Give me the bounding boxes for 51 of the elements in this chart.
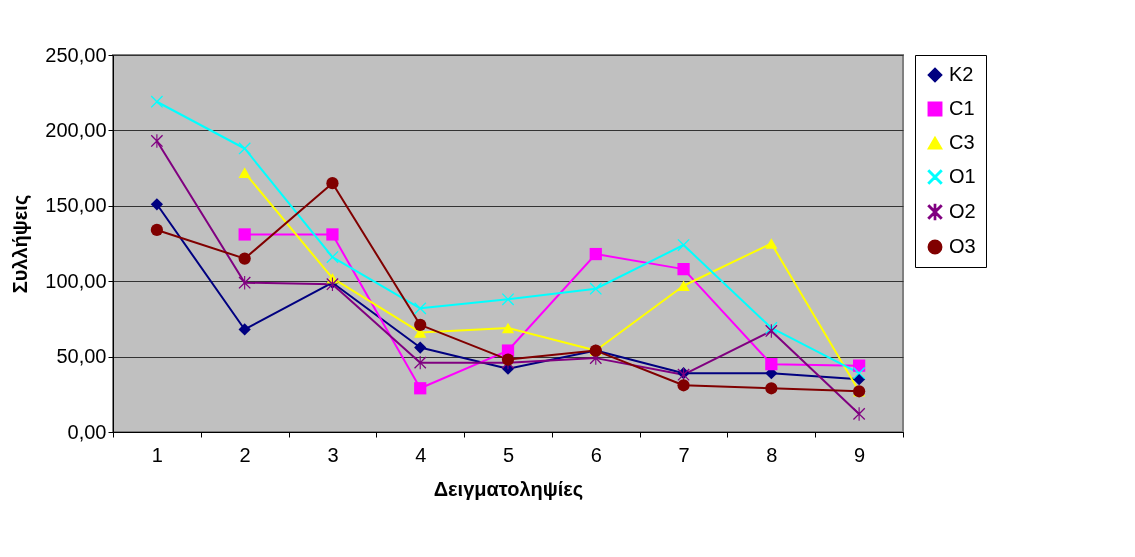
- point: [852, 367, 866, 380]
- point: [501, 322, 515, 334]
- x-tick-label: 9: [854, 443, 866, 466]
- point: [238, 142, 251, 155]
- y-tick-label: 100,00: [45, 269, 107, 292]
- point: [765, 358, 778, 371]
- point: [150, 198, 164, 211]
- legend-label: C3: [949, 131, 975, 153]
- y-tick-label: 200,00: [45, 118, 107, 141]
- point: [589, 247, 602, 261]
- point: [677, 238, 690, 252]
- legend-label: C1: [949, 97, 975, 119]
- point: [677, 263, 690, 276]
- x-tick-label: 7: [678, 443, 690, 466]
- point: [501, 293, 515, 306]
- point: [414, 355, 427, 370]
- point: [414, 341, 427, 354]
- point: [238, 167, 251, 178]
- point: [677, 379, 690, 392]
- legend-label: O3: [949, 235, 976, 257]
- legend-label: O2: [949, 200, 976, 222]
- x-tick-label: 8: [766, 443, 778, 466]
- point: [677, 280, 690, 292]
- point: [238, 252, 251, 265]
- x-axis-title: Δειγματοληψίες: [433, 477, 584, 500]
- x-tick-label: 6: [590, 443, 602, 466]
- legend-label: O1: [949, 165, 976, 187]
- y-tick-label: 0,00: [67, 420, 107, 443]
- x-tick-label: 1: [151, 443, 163, 466]
- point: [326, 177, 339, 190]
- x-tick-label: 2: [239, 443, 251, 466]
- point: [765, 382, 778, 395]
- point: [414, 302, 427, 315]
- point: [150, 95, 164, 108]
- point: [238, 228, 251, 241]
- point: [414, 382, 427, 395]
- y-tick-label: 250,00: [45, 43, 107, 66]
- y-tick-label: 150,00: [45, 194, 107, 217]
- point: [414, 318, 427, 332]
- point: [238, 323, 251, 336]
- point: [326, 250, 339, 264]
- x-tick-label: 4: [415, 443, 427, 466]
- y-tick-label: 50,00: [56, 345, 107, 368]
- point: [150, 223, 164, 237]
- point: [765, 238, 778, 249]
- legend-label: K2: [949, 63, 974, 85]
- y-axis-title: Συλλήψεις: [9, 194, 32, 294]
- x-tick-label: 3: [327, 443, 339, 466]
- point: [501, 353, 515, 366]
- point: [326, 228, 339, 241]
- x-tick-label: 5: [502, 443, 515, 466]
